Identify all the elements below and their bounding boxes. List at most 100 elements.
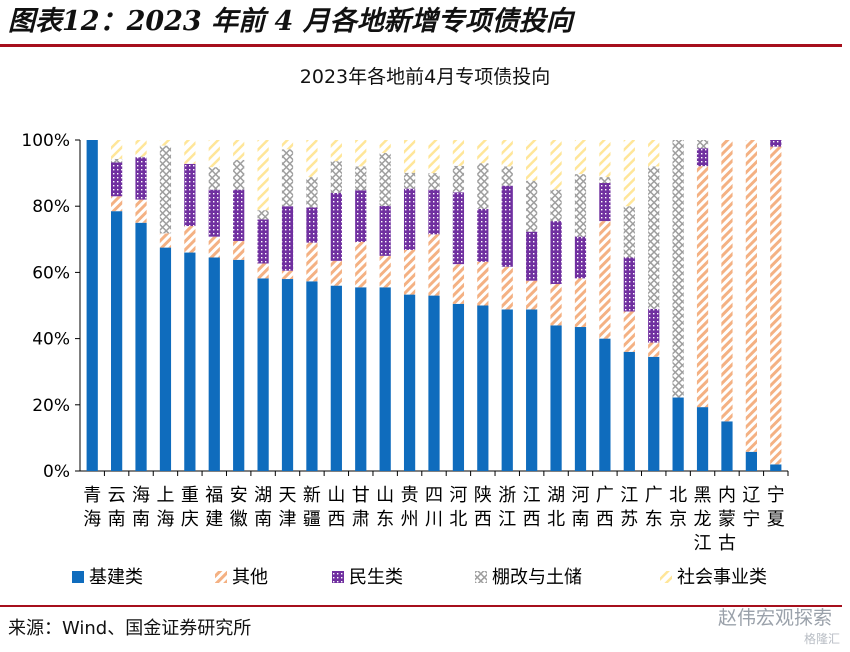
bar-other-12: [379, 255, 391, 288]
bar-livelihood-12: [379, 205, 391, 256]
bar-other-11: [355, 241, 367, 288]
bar-livelihood-10: [330, 192, 342, 261]
bar-shantytown-13: [403, 172, 416, 189]
legend-label-shantytown: 棚改与土储: [492, 567, 582, 588]
bar-social-14: [428, 140, 440, 174]
x-tick-label: 贵州: [401, 485, 419, 530]
bar-shantytown-3: [159, 145, 172, 234]
bar-infrastructure-14: [428, 295, 440, 471]
bar-livelihood-25: [696, 148, 709, 167]
bar-social-3: [159, 140, 172, 146]
legend-swatch-livelihood: [332, 571, 344, 583]
x-tick-label: 山东: [376, 485, 394, 530]
bar-social-8: [281, 140, 294, 150]
bar-infrastructure-9: [306, 281, 318, 471]
bar-infrastructure-24: [672, 397, 684, 471]
x-tick-label: 安徽: [230, 485, 248, 530]
bar-infrastructure-28: [770, 464, 782, 471]
source-note: 来源：Wind、国金证券研究所: [8, 618, 252, 639]
x-tick-label: 广东: [645, 485, 663, 530]
bar-social-11: [355, 140, 367, 167]
bar-social-4: [184, 140, 196, 164]
legend-label-social: 社会事业类: [677, 567, 767, 588]
x-tick-label: 湖北: [547, 485, 565, 530]
bar-other-26: [721, 140, 733, 422]
bar-shantytown-5: [208, 167, 220, 190]
bar-infrastructure-21: [599, 338, 611, 471]
bar-other-3: [159, 233, 172, 248]
bar-shantytown-22: [623, 206, 635, 258]
bar-other-23: [648, 342, 660, 357]
bar-livelihood-2: [135, 157, 147, 200]
bar-infrastructure-26: [721, 421, 733, 471]
bar-livelihood-20: [574, 236, 587, 279]
chart-title: 2023年各地前4月专项债投向: [299, 66, 551, 88]
x-tick-label: 湖南: [254, 485, 272, 530]
bar-social-1: [111, 140, 123, 159]
bar-social-20: [574, 140, 587, 175]
x-tick-label: 甘肃: [352, 485, 370, 530]
bar-infrastructure-11: [355, 287, 367, 471]
bar-other-21: [599, 221, 611, 339]
bar-other-13: [403, 249, 416, 295]
x-tick-label: 福建: [205, 485, 223, 530]
bar-shantytown-6: [233, 159, 245, 190]
legend-swatch-infrastructure: [72, 571, 84, 583]
y-tick-label: 20%: [32, 396, 70, 416]
bar-livelihood-7: [257, 219, 269, 264]
bar-infrastructure-20: [574, 327, 587, 471]
bar-infrastructure-23: [648, 356, 660, 471]
bar-social-7: [257, 140, 269, 211]
bar-infrastructure-18: [526, 309, 538, 471]
x-tick-label: 海南: [132, 485, 150, 530]
bar-shantytown-20: [574, 174, 587, 237]
bar-livelihood-18: [526, 231, 538, 281]
bar-other-7: [257, 263, 269, 279]
bar-shantytown-21: [599, 177, 611, 184]
y-tick-label: 40%: [32, 330, 70, 350]
bar-shantytown-7: [257, 210, 269, 220]
bar-shantytown-1: [111, 158, 123, 163]
bar-other-2: [135, 199, 147, 223]
bar-social-21: [599, 140, 611, 178]
bar-livelihood-11: [355, 190, 367, 242]
bar-infrastructure-10: [330, 285, 342, 471]
y-tick-label: 100%: [21, 131, 70, 151]
x-tick-label: 江苏: [620, 485, 638, 530]
bar-other-27: [745, 140, 757, 452]
x-tick-label: 浙江: [498, 485, 516, 530]
bar-infrastructure-5: [208, 257, 220, 471]
bar-shantytown-2: [135, 156, 147, 158]
bar-infrastructure-15: [452, 303, 465, 471]
bar-infrastructure-12: [379, 287, 391, 471]
bar-other-22: [623, 311, 635, 352]
bar-livelihood-15: [452, 192, 465, 265]
x-tick-label: 山西: [327, 485, 345, 530]
bar-shantytown-25: [696, 140, 709, 149]
bar-livelihood-6: [233, 189, 245, 241]
title-rule: [0, 44, 842, 47]
bar-livelihood-9: [306, 207, 318, 243]
bar-livelihood-22: [623, 257, 635, 312]
legend-swatch-shantytown: [475, 571, 487, 583]
bar-infrastructure-8: [281, 279, 294, 471]
bar-social-9: [306, 140, 318, 178]
bar-social-12: [379, 140, 391, 153]
legend-label-livelihood: 民生类: [349, 567, 403, 588]
bar-other-6: [233, 240, 245, 260]
bar-infrastructure-27: [745, 451, 757, 471]
bar-social-16: [477, 140, 489, 164]
bar-social-22: [623, 140, 635, 207]
bar-other-18: [526, 280, 538, 310]
bar-livelihood-28: [770, 140, 782, 147]
bar-infrastructure-19: [550, 325, 562, 471]
x-tick-label: 新疆: [303, 485, 321, 530]
bar-other-9: [306, 242, 318, 282]
bar-shantytown-14: [428, 173, 440, 190]
bar-shantytown-15: [452, 165, 465, 193]
bar-social-13: [403, 140, 416, 173]
bar-livelihood-1: [111, 162, 123, 197]
y-tick-label: 60%: [32, 263, 70, 283]
x-tick-label: 天津: [279, 485, 297, 530]
bar-shantytown-24: [672, 140, 684, 398]
